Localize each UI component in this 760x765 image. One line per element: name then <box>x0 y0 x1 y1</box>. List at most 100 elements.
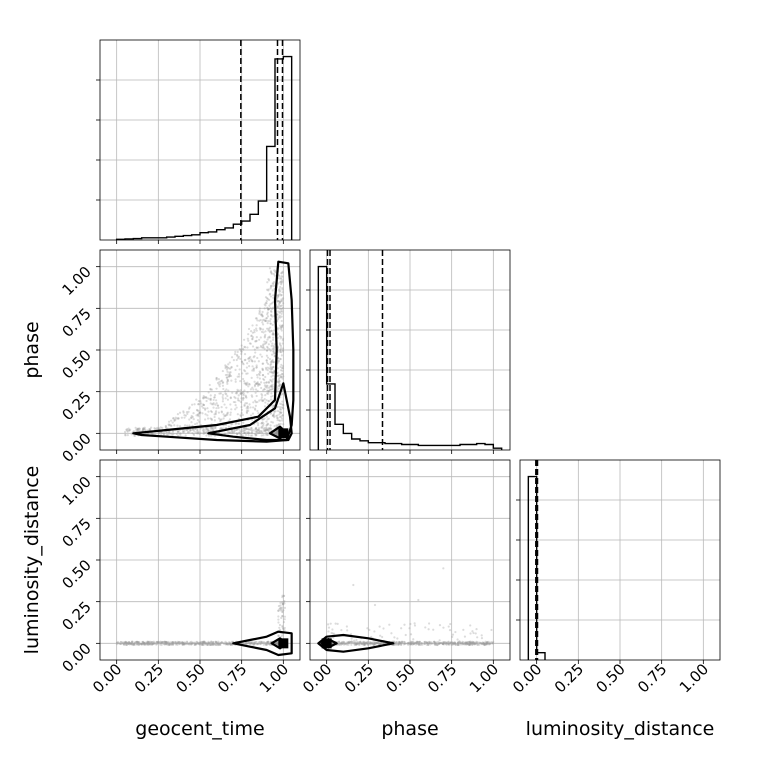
sample-point <box>266 418 269 421</box>
sample-point <box>379 634 382 637</box>
sample-point <box>187 642 190 645</box>
sample-point <box>350 640 353 643</box>
sample-point <box>157 640 160 644</box>
sample-point <box>182 431 185 434</box>
sample-point <box>252 367 256 370</box>
sample-point <box>427 640 430 644</box>
sample-point <box>248 383 251 386</box>
sample-point <box>456 638 459 641</box>
sample-point <box>469 642 472 645</box>
sample-point <box>472 641 475 644</box>
sample-point <box>149 643 152 646</box>
sample-point <box>435 642 438 645</box>
sample-point <box>225 406 228 409</box>
sample-point <box>125 642 128 645</box>
sample-point <box>276 305 280 308</box>
sample-point <box>230 643 233 646</box>
sample-point <box>150 432 154 435</box>
sample-point <box>374 641 377 644</box>
sample-point <box>255 433 258 436</box>
sample-point <box>331 632 334 635</box>
sample-point <box>281 342 284 345</box>
sample-point <box>245 641 248 645</box>
sample-point <box>185 643 188 646</box>
sample-point <box>407 643 410 646</box>
sample-point <box>178 641 182 644</box>
sample-point <box>274 410 277 413</box>
sample-point <box>350 643 353 646</box>
sample-point <box>140 642 143 645</box>
sample-point <box>281 603 284 606</box>
sample-point <box>358 643 361 647</box>
sample-point <box>464 643 467 646</box>
sample-point <box>169 641 172 644</box>
sample-point <box>279 419 282 422</box>
sample-point <box>229 413 232 416</box>
sample-point <box>278 413 281 416</box>
sample-point <box>273 410 276 414</box>
sample-point <box>126 643 129 646</box>
sample-point <box>236 388 239 391</box>
sample-point <box>348 640 351 643</box>
sample-point <box>379 641 383 644</box>
hist-bin <box>443 445 451 450</box>
sample-point <box>372 640 375 643</box>
sample-point <box>255 430 258 433</box>
sample-point <box>175 642 178 645</box>
sample-point <box>260 426 263 429</box>
sample-point <box>181 641 184 644</box>
sample-point <box>277 360 280 363</box>
sample-point <box>279 300 283 303</box>
sample-point <box>203 640 206 643</box>
sample-point <box>263 336 266 339</box>
sample-point <box>119 642 123 646</box>
sample-point <box>266 640 270 643</box>
sample-point <box>428 640 431 643</box>
sample-point <box>219 643 222 647</box>
sample-point <box>241 434 244 437</box>
sample-point <box>255 640 258 643</box>
sample-point <box>152 642 155 645</box>
sample-point <box>235 433 239 436</box>
sample-point <box>250 426 253 430</box>
sample-point <box>353 641 357 644</box>
sample-point <box>400 627 403 630</box>
sample-point <box>159 641 163 644</box>
sample-point <box>153 426 156 430</box>
sample-point <box>281 594 284 597</box>
sample-point <box>243 370 247 373</box>
sample-point <box>216 642 219 645</box>
sample-point <box>201 643 204 647</box>
sample-point <box>205 396 208 400</box>
sample-point <box>282 594 285 598</box>
sample-point <box>350 637 353 640</box>
hist-bin <box>360 441 368 450</box>
sample-point <box>251 345 255 348</box>
sample-point <box>213 643 216 646</box>
sample-point <box>273 269 276 272</box>
sample-point <box>261 418 264 421</box>
sample-point <box>277 357 280 360</box>
sample-point <box>279 375 283 379</box>
sample-point <box>267 392 270 395</box>
sample-point <box>212 641 215 644</box>
sample-point <box>195 398 198 401</box>
sample-point <box>279 411 282 414</box>
sample-point <box>276 371 279 374</box>
sample-point <box>272 414 276 417</box>
sample-point <box>464 641 467 644</box>
sample-point <box>340 643 343 646</box>
sample-point <box>265 641 268 644</box>
sample-point <box>245 411 249 415</box>
sample-point <box>280 351 283 354</box>
sample-point <box>270 360 273 363</box>
sample-point <box>268 357 272 361</box>
sample-point <box>244 382 247 385</box>
sample-point <box>458 640 461 643</box>
sample-point <box>125 641 129 645</box>
sample-point <box>370 642 373 645</box>
sample-point <box>202 431 205 434</box>
sample-point <box>272 296 275 299</box>
sample-point <box>247 641 251 645</box>
sample-point <box>209 434 213 437</box>
